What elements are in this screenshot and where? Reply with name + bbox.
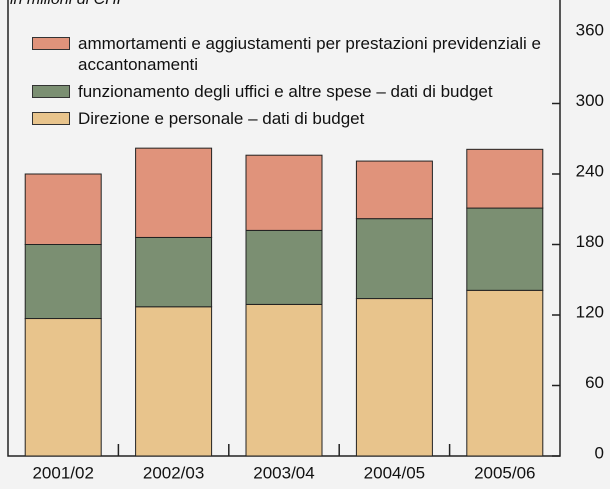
bar-segment — [355, 298, 433, 457]
bar-segment — [135, 147, 213, 238]
bar-segment — [355, 218, 433, 300]
bar-segment — [24, 173, 102, 245]
bar-segment — [466, 148, 544, 209]
x-tick-label: 2004/05 — [364, 463, 425, 482]
x-tick-label: 2003/04 — [253, 463, 314, 482]
legend-item: ammortamenti e aggiustamenti per prestaz… — [32, 33, 558, 75]
bar-segment — [245, 154, 323, 231]
bar-segment — [466, 207, 544, 291]
legend: ammortamenti e aggiustamenti per prestaz… — [32, 33, 558, 135]
bar-segment — [355, 160, 433, 220]
bar-segment — [135, 236, 213, 308]
y-tick-label: 240 — [576, 161, 604, 180]
bar-segment — [135, 306, 213, 457]
legend-item: Direzione e personale – dati di budget — [32, 108, 558, 129]
y-tick-label: 120 — [576, 302, 604, 321]
bar-segment — [245, 303, 323, 457]
x-tick-label: 2002/03 — [143, 463, 204, 482]
bar-segment — [24, 244, 102, 320]
legend-label: Direzione e personale – dati di budget — [78, 109, 365, 128]
legend-label: ammortamenti e aggiustamenti per prestaz… — [78, 34, 542, 74]
bar-segment — [466, 289, 544, 457]
bar-segment — [245, 229, 323, 305]
x-tick-label: 2005/06 — [474, 463, 535, 482]
x-tick-label: 2001/02 — [32, 463, 93, 482]
y-tick-label: 360 — [576, 20, 604, 39]
legend-label: funzionamento degli uffici e altre spese… — [78, 82, 493, 101]
legend-swatch — [32, 112, 70, 125]
y-tick-label: 0 — [595, 443, 604, 462]
y-tick-label: 180 — [576, 232, 604, 251]
legend-swatch — [32, 85, 70, 98]
y-tick-label: 300 — [576, 91, 604, 110]
legend-item: funzionamento degli uffici e altre spese… — [32, 81, 558, 102]
y-tick-label: 60 — [585, 373, 604, 392]
legend-swatch — [32, 37, 70, 50]
subtitle: in milioni di CHF — [10, 0, 126, 9]
bar-segment — [24, 318, 102, 457]
